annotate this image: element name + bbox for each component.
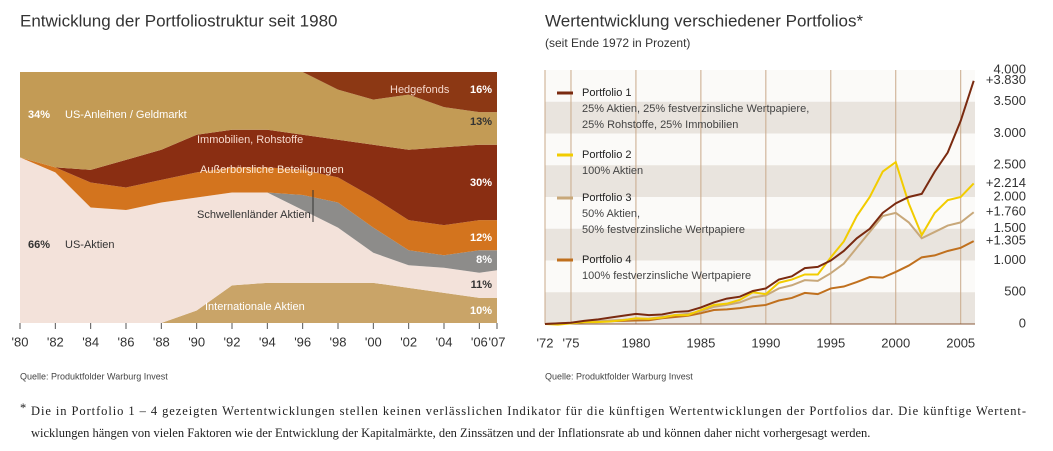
x-tick-label: '92 (224, 334, 241, 349)
value-label: +2.214 (986, 175, 1026, 190)
area (20, 72, 497, 170)
series-label: Außerbörsliche Beteiligungen (200, 164, 344, 176)
x-tick-label: '04 (436, 334, 453, 349)
footnote-line: Die in Portfolio 1 – 4 gezeigten Wertent… (31, 404, 1026, 418)
series-label: Internationale Aktien (205, 301, 305, 313)
value-label: 12% (470, 232, 492, 244)
x-tick-label: 2000 (881, 335, 910, 350)
area (20, 157, 497, 256)
x-tick-label: '00 (365, 334, 382, 349)
grid-band (545, 101, 975, 134)
x-tick-label: '86 (118, 334, 135, 349)
value-label: 8% (476, 254, 492, 266)
line (544, 160, 975, 326)
value-label: 66% (28, 239, 50, 251)
legend-description: 25% Rohstoffe, 25% Immobilien (582, 119, 738, 131)
legend-label: Portfolio 3 (582, 192, 632, 204)
x-tick-label: '07 (489, 334, 506, 349)
value-label: 10% (470, 305, 492, 317)
x-tick-label: '90 (188, 334, 205, 349)
legend-description: 100% Aktien (582, 165, 643, 177)
area (20, 157, 497, 273)
x-tick-label: '88 (153, 334, 170, 349)
x-tick-label: '84 (82, 334, 99, 349)
series-label: Immobilien, Rohstoffe (197, 134, 303, 146)
x-tick-label: '02 (400, 334, 417, 349)
x-tick-label: 2005 (946, 335, 975, 350)
value-label: 30% (470, 177, 492, 189)
value-label: +3.830 (986, 72, 1026, 87)
source: Quelle: Produktfolder Warburg Invest (545, 371, 693, 381)
series-label: US-Aktien (65, 239, 115, 251)
value-label: +1.760 (986, 204, 1026, 219)
value-label: 13% (470, 116, 492, 128)
grid-band (545, 292, 975, 324)
x-tick-label: '98 (330, 334, 347, 349)
area (20, 72, 497, 113)
area (20, 282, 497, 323)
y-tick-label: 500 (1004, 284, 1026, 299)
legend-description: 50% Aktien, (582, 208, 640, 220)
grid-band (545, 228, 975, 261)
series-label: Schwellenländer Aktien (197, 209, 311, 221)
x-tick-label: '82 (47, 334, 64, 349)
y-tick-label: 1.000 (993, 252, 1026, 267)
x-tick-label: 1995 (816, 335, 845, 350)
x-tick-label: 1990 (751, 335, 780, 350)
y-tick-label: 1.500 (993, 220, 1026, 235)
y-tick-label: 0 (1019, 315, 1026, 330)
legend-label: Portfolio 4 (582, 254, 632, 266)
line (544, 80, 975, 325)
x-tick-label: 1980 (621, 335, 650, 350)
y-tick-label: 2.000 (993, 188, 1026, 203)
legend-description: 50% festverzinsliche Wertpapiere (582, 224, 745, 236)
value-label: +1.305 (986, 233, 1026, 248)
value-label: 34% (28, 109, 50, 121)
x-tick-label: '80 (12, 334, 29, 349)
legend-description: 100% festverzinsliche Wertpapiere (582, 270, 751, 282)
chart-title: Entwicklung der Portfoliostruktur seit 1… (20, 11, 338, 30)
legend-description: 25% Aktien, 25% festverzinsliche Wertpap… (582, 103, 809, 115)
series-label: Hedgefonds (390, 84, 450, 96)
legend-label: Portfolio 2 (582, 149, 632, 161)
grid-band (545, 165, 975, 197)
y-tick-label: 2.500 (993, 157, 1026, 172)
series-label: US-Anleihen / Geldmarkt (65, 109, 187, 121)
source: Quelle: Produktfolder Warburg Invest (20, 371, 168, 381)
chart-subtitle: (seit Ende 1972 in Prozent) (545, 36, 690, 50)
y-tick-label: 4.000 (993, 61, 1026, 76)
x-tick-label: '72 (537, 335, 554, 350)
footnote-marker: * (20, 401, 26, 415)
y-tick-label: 3.000 (993, 125, 1026, 140)
value-label: 16% (470, 84, 492, 96)
chart-title: Wertentwicklung verschiedener Portfolios… (545, 11, 863, 30)
x-tick-label: '06 (471, 334, 488, 349)
x-tick-label: '75 (563, 335, 580, 350)
footnote-line: wicklungen hängen von vielen Faktoren wi… (31, 426, 870, 440)
x-tick-label: '94 (259, 334, 276, 349)
area (20, 157, 497, 323)
area (20, 129, 497, 226)
legend-label: Portfolio 1 (582, 87, 632, 99)
x-tick-label: 1985 (686, 335, 715, 350)
x-tick-label: '96 (294, 334, 311, 349)
y-tick-label: 3.500 (993, 93, 1026, 108)
value-label: 11% (471, 279, 493, 291)
